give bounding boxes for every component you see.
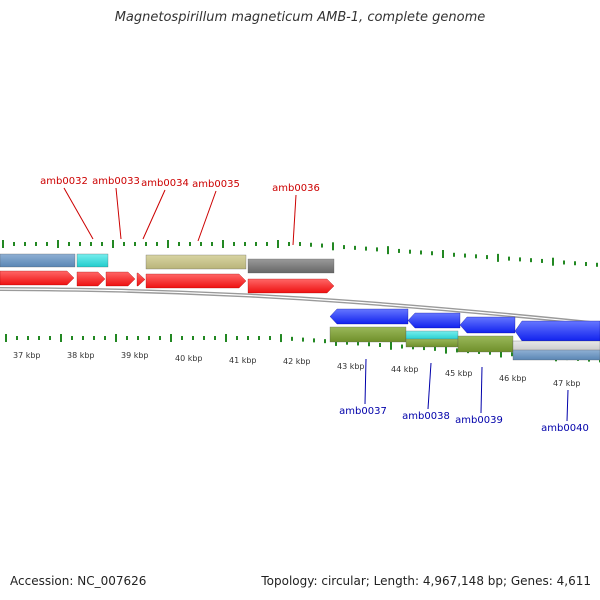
forward-gene-label: amb0036 bbox=[272, 183, 320, 194]
leader-line bbox=[142, 189, 166, 240]
reverse-cds-arrow bbox=[514, 320, 600, 342]
leader-line bbox=[427, 362, 432, 410]
reverse-gene-label: amb0038 bbox=[402, 411, 450, 422]
backbone-highlight bbox=[0, 288, 600, 325]
reverse-feature-olive bbox=[329, 326, 407, 343]
genome-title: Magnetospirillum magneticum AMB-1, compl… bbox=[114, 10, 486, 25]
forward-gene-label: amb0032 bbox=[40, 176, 88, 187]
reverse-feature-olive bbox=[405, 338, 459, 348]
reverse-feature-steelblue bbox=[512, 349, 600, 361]
reverse-cds-arrow bbox=[407, 312, 461, 329]
accession-label: Accession: NC_007626 bbox=[10, 574, 147, 588]
forward-feature-cyan bbox=[76, 253, 109, 268]
reverse-cds-arrow bbox=[329, 308, 409, 325]
scale-label: 42 kbp bbox=[283, 357, 311, 366]
reverse-feature-lightgray bbox=[512, 340, 600, 352]
scale-label: 38 kbp bbox=[67, 351, 95, 360]
forward-feature-khaki bbox=[145, 254, 247, 270]
reverse-feature-cyan bbox=[405, 330, 459, 341]
leader-line bbox=[480, 366, 483, 414]
forward-feature-steelblue bbox=[0, 253, 76, 268]
scale-label: 41 kbp bbox=[229, 356, 257, 365]
leader-line bbox=[292, 194, 297, 246]
scale-label: 40 kbp bbox=[175, 354, 203, 363]
reverse-gene-label: amb0040 bbox=[541, 423, 589, 434]
leader-line bbox=[197, 190, 217, 242]
scale-label: 47 kbp bbox=[553, 379, 581, 388]
scale-label: 37 kbp bbox=[13, 351, 41, 360]
forward-gene-label: amb0034 bbox=[141, 178, 189, 189]
forward-cds-arrow bbox=[247, 278, 335, 294]
forward-cds-arrow bbox=[76, 271, 106, 287]
reverse-feature-olive bbox=[457, 335, 514, 353]
reverse-cds-arrow bbox=[459, 316, 516, 334]
genome-summary-label: Topology: circular; Length: 4,967,148 bp… bbox=[261, 574, 591, 588]
scale-label: 45 kbp bbox=[445, 369, 473, 378]
forward-cds-arrow bbox=[136, 272, 146, 287]
scale-label: 46 kbp bbox=[499, 374, 527, 383]
forward-feature-gray bbox=[247, 258, 335, 274]
reverse-gene-label: amb0037 bbox=[339, 406, 387, 417]
scale-label: 39 kbp bbox=[121, 351, 149, 360]
forward-gene-label: amb0035 bbox=[192, 179, 240, 190]
leader-line bbox=[63, 187, 94, 240]
forward-cds-arrow bbox=[0, 270, 75, 286]
scale-label: 43 kbp bbox=[337, 362, 365, 371]
leader-line bbox=[566, 389, 569, 422]
forward-cds-arrow bbox=[145, 273, 247, 289]
forward-cds-arrow bbox=[105, 271, 136, 287]
reverse-gene-label: amb0039 bbox=[455, 415, 503, 426]
leader-line bbox=[364, 358, 367, 405]
forward-gene-label: amb0033 bbox=[92, 176, 140, 187]
scale-label: 44 kbp bbox=[391, 365, 419, 374]
leader-line bbox=[115, 187, 122, 240]
